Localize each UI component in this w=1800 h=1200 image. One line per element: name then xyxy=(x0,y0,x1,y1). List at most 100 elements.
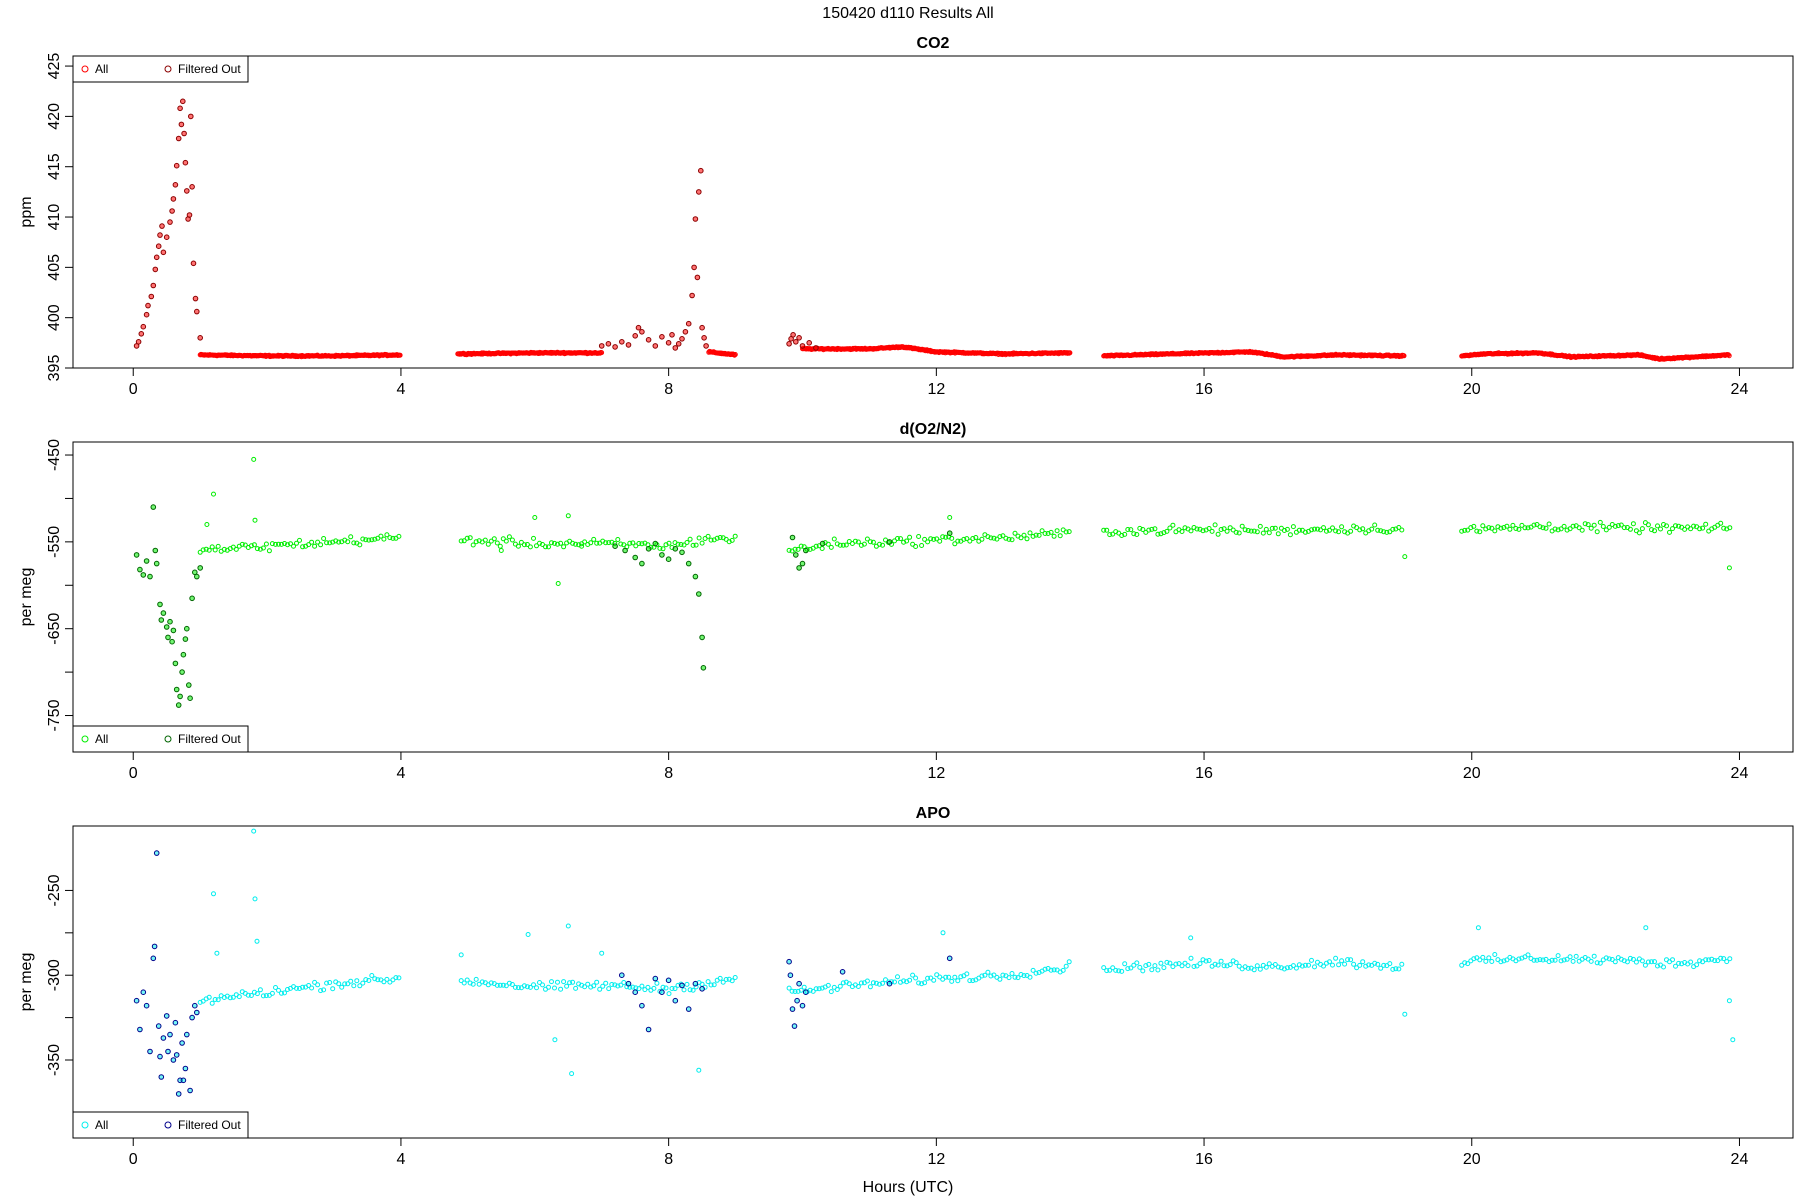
data-point-all xyxy=(372,536,378,542)
data-point-all xyxy=(1066,959,1072,965)
data-point-all xyxy=(819,985,825,991)
data-point-all xyxy=(1519,522,1525,528)
data-point-all xyxy=(934,972,940,978)
data-point-filtered xyxy=(163,1013,170,1019)
data-point-filtered xyxy=(182,159,189,166)
data-point-filtered xyxy=(645,546,652,552)
data-point-filtered xyxy=(170,627,177,634)
data-point-filtered xyxy=(665,556,672,563)
data-point-all xyxy=(206,994,212,1000)
data-point-filtered xyxy=(194,1009,200,1016)
data-point-all xyxy=(855,984,861,989)
data-point-filtered xyxy=(685,1006,692,1012)
data-point-all xyxy=(254,991,260,997)
legend-label: Filtered Out xyxy=(178,732,241,746)
data-point-filtered xyxy=(133,552,140,558)
data-point-filtered xyxy=(175,702,182,708)
data-point-all xyxy=(397,352,403,358)
data-point-all xyxy=(1676,960,1682,966)
data-point-all xyxy=(291,543,296,549)
data-point-all xyxy=(813,986,819,992)
data-point-all xyxy=(1218,527,1224,532)
data-point-all xyxy=(479,979,485,985)
data-point-filtered xyxy=(147,573,153,580)
data-point-all xyxy=(534,543,539,549)
data-point-filtered xyxy=(133,997,140,1004)
data-point-filtered xyxy=(612,344,618,350)
x-tick-label: 24 xyxy=(1731,381,1749,398)
data-point-filtered xyxy=(652,343,659,349)
data-point-all xyxy=(263,993,269,999)
data-point-all xyxy=(1048,967,1054,973)
data-point-all xyxy=(636,541,642,546)
data-point-all xyxy=(1194,963,1200,969)
x-tick-label: 12 xyxy=(927,765,945,782)
data-point-all xyxy=(318,988,324,994)
data-point-all xyxy=(1051,533,1057,539)
data-point-all xyxy=(1021,532,1027,538)
data-point-filtered xyxy=(158,1074,165,1080)
data-point-all xyxy=(599,350,605,356)
data-point-all xyxy=(1540,525,1546,531)
data-point-all xyxy=(1345,957,1351,963)
data-point-all xyxy=(1042,966,1048,972)
data-point-all xyxy=(1039,528,1045,534)
data-point-filtered xyxy=(682,329,689,335)
data-point-filtered xyxy=(153,254,160,261)
data-point-all xyxy=(907,534,913,540)
data-point-all xyxy=(1131,962,1137,968)
data-point-all xyxy=(491,536,497,542)
data-point-all xyxy=(937,538,943,544)
data-point-all xyxy=(312,543,318,549)
x-tick-label: 16 xyxy=(1195,765,1213,782)
data-point-all xyxy=(1564,956,1570,962)
data-point-all xyxy=(1206,958,1212,963)
data-point-all xyxy=(852,538,858,544)
data-point-all xyxy=(564,983,570,989)
legend-box xyxy=(72,55,249,83)
data-point-filtered xyxy=(786,341,792,347)
data-point-all xyxy=(1018,535,1024,541)
data-point-all xyxy=(690,542,696,548)
data-point-all xyxy=(1060,967,1066,973)
data-point-all xyxy=(828,989,834,995)
data-point-all xyxy=(464,535,470,541)
data-point-all xyxy=(1116,968,1122,974)
data-point-filtered xyxy=(639,560,645,567)
data-point-all xyxy=(630,540,636,546)
panel-2: APO per meg 0 4 8 12 16 20 24 -250 -300 -350 All Filt… xyxy=(18,805,1794,1168)
data-point-all xyxy=(1378,965,1384,971)
data-point-filtered xyxy=(172,182,179,188)
data-point-all xyxy=(1525,525,1531,531)
data-point-all xyxy=(600,983,606,989)
data-point-filtered xyxy=(170,196,177,202)
data-point-all xyxy=(263,541,269,547)
data-point-all xyxy=(588,540,594,546)
data-point-all xyxy=(919,981,925,987)
data-point-all xyxy=(1534,957,1540,963)
data-point-all xyxy=(1486,955,1492,961)
data-point-all xyxy=(916,534,922,539)
data-point-all xyxy=(940,534,946,540)
x-tick-label: 12 xyxy=(927,381,945,398)
data-point-all xyxy=(1348,528,1354,534)
data-point-all xyxy=(1387,961,1393,967)
data-point-all xyxy=(1715,958,1721,964)
data-point-filtered xyxy=(140,323,147,330)
data-point-filtered xyxy=(177,105,183,112)
data-point-all xyxy=(1468,525,1474,531)
data-point-all xyxy=(276,541,281,547)
data-point-all xyxy=(330,539,336,545)
data-point-all xyxy=(549,540,554,546)
data-point-all xyxy=(922,980,928,986)
y-tick-label: 425 xyxy=(46,53,63,80)
data-point-all xyxy=(369,973,375,978)
data-point-filtered xyxy=(796,980,802,987)
data-point-all xyxy=(342,981,348,987)
data-points xyxy=(133,456,1733,708)
data-point-all xyxy=(967,538,973,544)
data-point-all xyxy=(603,540,609,546)
data-point-all xyxy=(1462,527,1468,533)
data-point-all xyxy=(582,984,588,990)
data-point-all xyxy=(1636,530,1642,536)
